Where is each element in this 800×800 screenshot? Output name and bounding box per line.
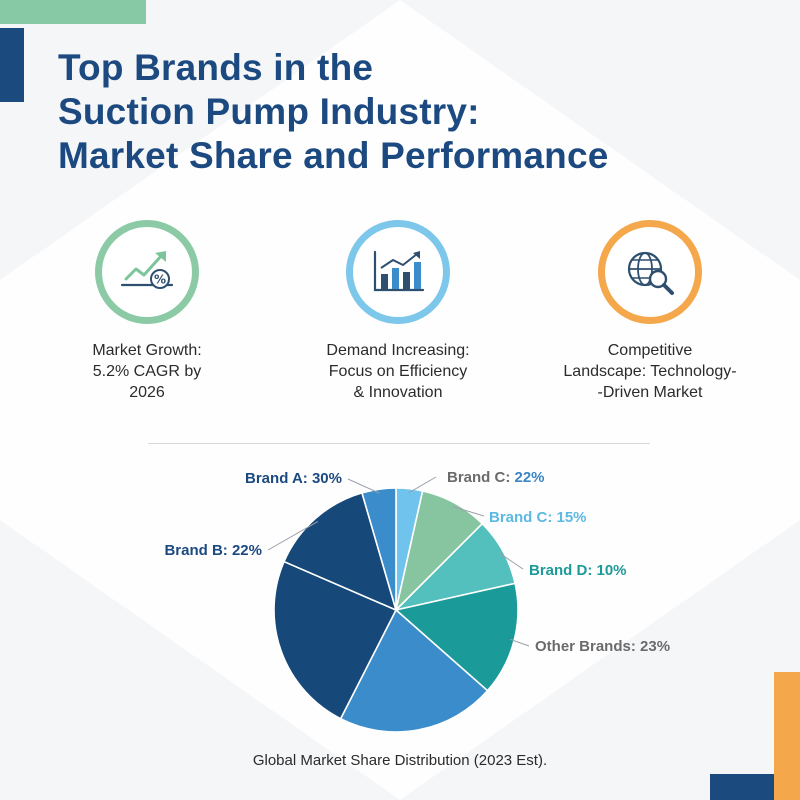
slice-label: Brand B: 22% [164, 542, 262, 559]
stat-icon-circle [346, 220, 450, 324]
stat-text: Demand Increasing: Focus on Efficiency &… [326, 342, 470, 401]
globe-magnifier-icon [627, 251, 674, 295]
bar-chart-trend-icon [373, 250, 425, 292]
section-divider [148, 443, 650, 444]
page-title: Top Brands in the Suction Pump Industry:… [58, 46, 758, 178]
slice-label: Brand A: 30% [245, 470, 342, 487]
chart-caption: Global Market Share Distribution (2023 E… [252, 752, 548, 769]
stat-text: Competitive Landscape: Technology- -Driv… [563, 342, 737, 401]
stat-icon-circle: % [95, 220, 199, 324]
stat-demand-increasing: Demand Increasing: Focus on Efficiency &… [288, 220, 508, 403]
pie-slice [360, 487, 397, 611]
slice-label: Brand D: 10% [529, 562, 627, 579]
market-share-pie-chart: Brand C: 22% Brand C: 15% Brand D: 10% Othe… [164, 469, 670, 733]
slice-label: Other Brands: 23% [535, 638, 670, 655]
growth-chart-percent-icon: % [120, 251, 174, 289]
leader-line [347, 478, 380, 494]
decor-bar-navy-bottom [710, 774, 774, 800]
leader-line [408, 476, 437, 494]
leader-line [510, 638, 530, 647]
title-line: Market Share and Performance [58, 135, 609, 176]
stat-icon-circle [598, 220, 702, 324]
pie-slice [282, 491, 398, 612]
slice-label: Brand C: 15% [489, 509, 587, 526]
title-line: Top Brands in the [58, 47, 374, 88]
decor-bar-green [0, 0, 146, 24]
leader-line [499, 552, 524, 570]
pie-slice [339, 608, 489, 733]
title-line: Suction Pump Industry: [58, 91, 480, 132]
decor-bar-navy [0, 28, 24, 102]
stat-market-growth: % Market Growth: 5.2% CAGR by 2026 [37, 220, 257, 403]
decor-bar-orange [774, 672, 800, 800]
pie-slice [273, 560, 398, 720]
stat-competitive-landscape: Competitive Landscape: Technology- -Driv… [540, 220, 760, 403]
slice-label: Brand C: 22% [447, 469, 545, 486]
svg-text:%: % [154, 273, 166, 287]
stat-text: Market Growth: 5.2% CAGR by 2026 [92, 342, 202, 401]
leader-line [267, 521, 319, 551]
leader-line [452, 506, 485, 517]
